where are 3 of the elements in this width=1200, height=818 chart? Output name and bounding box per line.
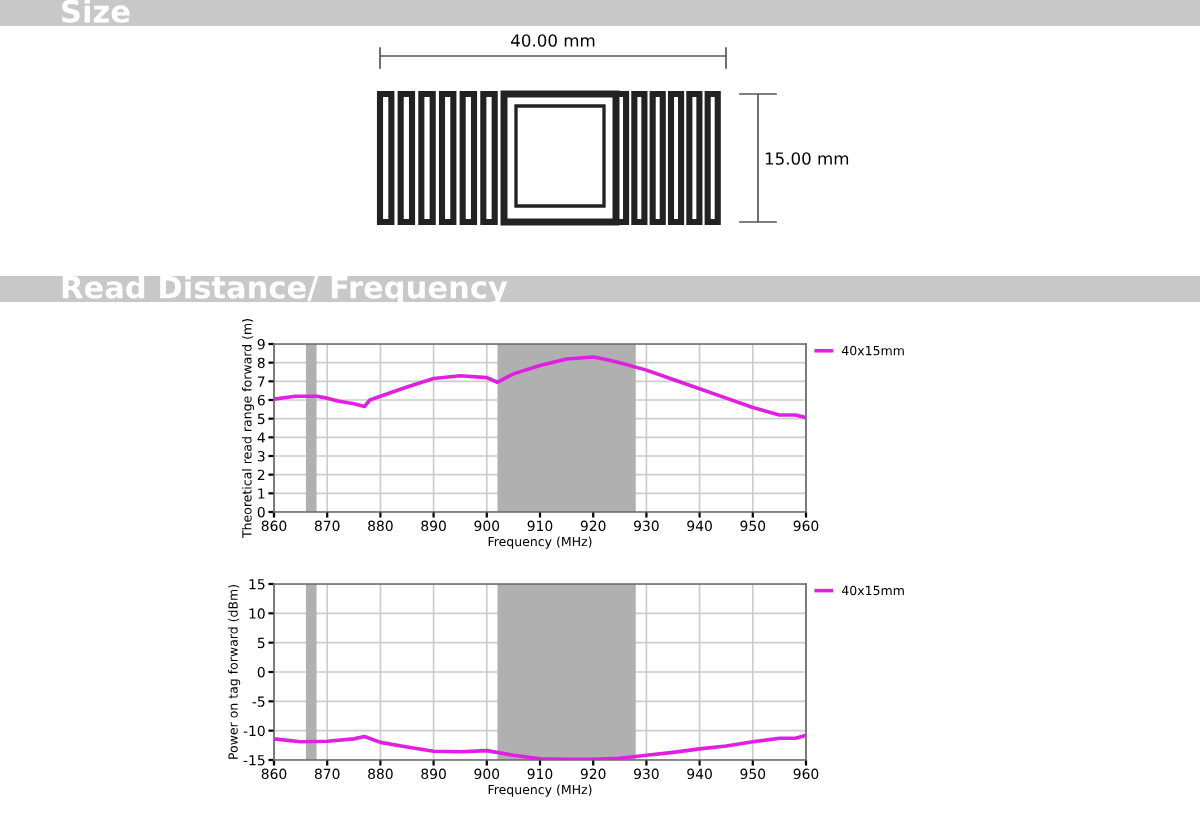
text: 40.00 mm (511, 34, 595, 47)
text: 15.00 mm (765, 152, 849, 165)
line-series (274, 355, 806, 420)
